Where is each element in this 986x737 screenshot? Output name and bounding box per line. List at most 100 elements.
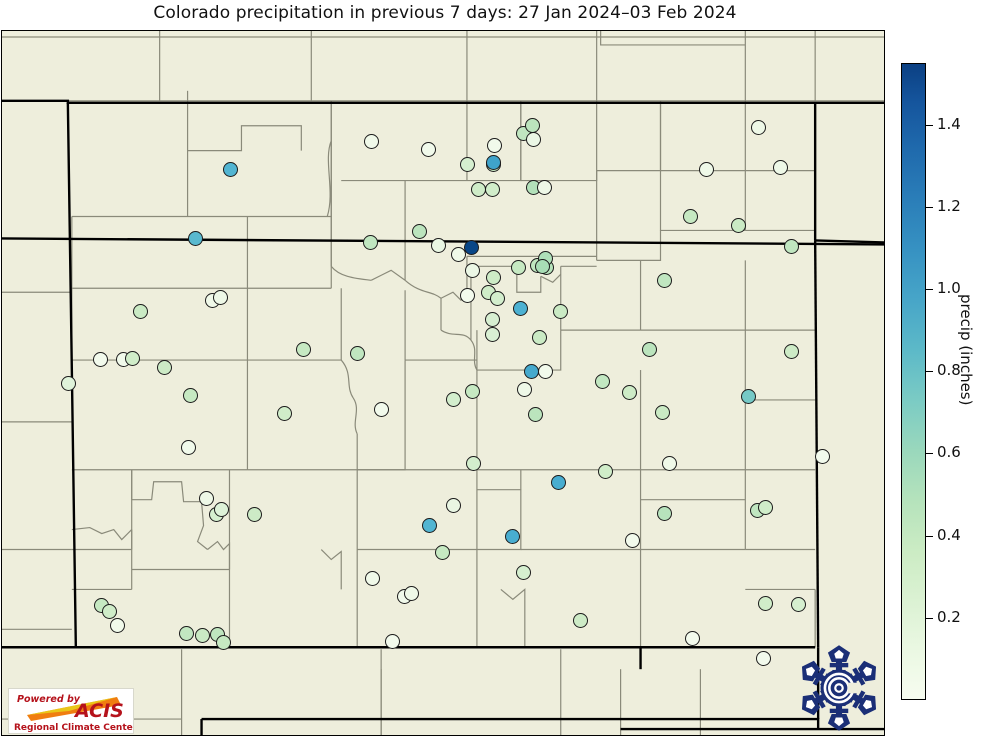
station-marker[interactable] <box>524 117 540 133</box>
station-marker[interactable] <box>504 528 520 544</box>
station-marker[interactable] <box>384 633 400 649</box>
station-marker[interactable] <box>101 603 117 619</box>
station-marker[interactable] <box>656 505 672 521</box>
station-marker[interactable] <box>624 532 640 548</box>
station-marker[interactable] <box>420 141 436 157</box>
station-marker[interactable] <box>213 501 229 517</box>
station-marker[interactable] <box>276 405 292 421</box>
station-marker[interactable] <box>512 300 528 316</box>
station-marker[interactable] <box>465 455 481 471</box>
station-marker[interactable] <box>484 326 500 342</box>
station-marker[interactable] <box>198 490 214 506</box>
station-marker[interactable] <box>814 448 830 464</box>
station-marker[interactable] <box>523 363 539 379</box>
acis-subtitle-text: Regional Climate Centers <box>14 723 133 733</box>
acis-logo[interactable]: Powered by ACIS Regional Climate Centers <box>8 688 134 734</box>
station-marker[interactable] <box>757 595 773 611</box>
colorbar-axis-label: precip (inches) <box>954 0 978 700</box>
station-marker[interactable] <box>621 384 637 400</box>
station-marker[interactable] <box>182 387 198 403</box>
station-marker[interactable] <box>92 351 108 367</box>
station-marker[interactable] <box>484 181 500 197</box>
station-marker[interactable] <box>470 181 486 197</box>
station-marker[interactable] <box>572 612 588 628</box>
acis-logo-graphic: Powered by ACIS Regional Climate Centers <box>14 694 133 733</box>
station-marker[interactable] <box>755 650 771 666</box>
station-marker[interactable] <box>536 179 552 195</box>
station-marker[interactable] <box>682 208 698 224</box>
station-marker[interactable] <box>60 375 76 391</box>
station-marker[interactable] <box>349 345 365 361</box>
station-marker[interactable] <box>124 350 140 366</box>
station-marker[interactable] <box>527 406 543 422</box>
county-lines <box>2 31 884 735</box>
station-marker[interactable] <box>421 517 437 533</box>
station-marker[interactable] <box>459 287 475 303</box>
station-marker[interactable] <box>178 625 194 641</box>
station-marker[interactable] <box>531 329 547 345</box>
station-marker[interactable] <box>363 133 379 149</box>
station-marker[interactable] <box>783 343 799 359</box>
station-marker[interactable] <box>790 596 806 612</box>
station-marker[interactable] <box>295 341 311 357</box>
station-marker[interactable] <box>459 156 475 172</box>
map-geography <box>2 31 884 735</box>
station-marker[interactable] <box>594 373 610 389</box>
station-marker[interactable] <box>698 161 714 177</box>
station-marker[interactable] <box>450 246 466 262</box>
station-marker[interactable] <box>212 289 228 305</box>
map-panel[interactable] <box>1 30 885 736</box>
station-marker[interactable] <box>684 630 700 646</box>
station-marker[interactable] <box>485 269 501 285</box>
station-marker[interactable] <box>516 381 532 397</box>
station-marker[interactable] <box>403 585 419 601</box>
station-marker[interactable] <box>215 634 231 650</box>
station-marker[interactable] <box>489 290 505 306</box>
station-marker[interactable] <box>464 262 480 278</box>
station-marker[interactable] <box>430 237 446 253</box>
station-marker[interactable] <box>187 230 203 246</box>
station-marker[interactable] <box>445 391 461 407</box>
station-marker[interactable] <box>364 570 380 586</box>
colorbar-tick-label: 1.2 <box>937 196 961 215</box>
station-marker[interactable] <box>246 506 262 522</box>
station-marker[interactable] <box>525 131 541 147</box>
station-marker[interactable] <box>597 463 613 479</box>
station-marker[interactable] <box>552 303 568 319</box>
station-marker[interactable] <box>445 497 461 513</box>
station-marker[interactable] <box>730 217 746 233</box>
station-marker[interactable] <box>750 119 766 135</box>
station-marker[interactable] <box>156 359 172 375</box>
station-marker[interactable] <box>550 474 566 490</box>
station-marker[interactable] <box>373 401 389 417</box>
station-marker[interactable] <box>654 404 670 420</box>
colorado-climate-center-snowflake-logo[interactable] <box>795 644 883 732</box>
station-marker[interactable] <box>464 383 480 399</box>
station-marker[interactable] <box>485 154 501 170</box>
station-marker[interactable] <box>661 455 677 471</box>
station-marker[interactable] <box>434 544 450 560</box>
station-marker[interactable] <box>534 258 550 274</box>
station-marker[interactable] <box>194 627 210 643</box>
station-marker[interactable] <box>463 239 479 255</box>
station-marker[interactable] <box>757 499 773 515</box>
station-marker[interactable] <box>656 272 672 288</box>
station-marker[interactable] <box>783 238 799 254</box>
station-marker[interactable] <box>641 341 657 357</box>
colorbar-tick-label: 1.0 <box>937 279 961 298</box>
station-marker[interactable] <box>510 259 526 275</box>
station-marker[interactable] <box>740 388 756 404</box>
colorbar-label-text: precip (inches) <box>957 294 975 406</box>
station-marker[interactable] <box>132 303 148 319</box>
station-marker[interactable] <box>484 311 500 327</box>
station-marker[interactable] <box>411 223 427 239</box>
station-marker[interactable] <box>486 137 502 153</box>
station-marker[interactable] <box>109 617 125 633</box>
station-marker[interactable] <box>362 234 378 250</box>
station-marker[interactable] <box>537 363 553 379</box>
station-marker[interactable] <box>515 564 531 580</box>
snowflake-c-gap <box>847 682 861 694</box>
station-marker[interactable] <box>180 439 196 455</box>
station-marker[interactable] <box>772 159 788 175</box>
station-marker[interactable] <box>222 161 238 177</box>
